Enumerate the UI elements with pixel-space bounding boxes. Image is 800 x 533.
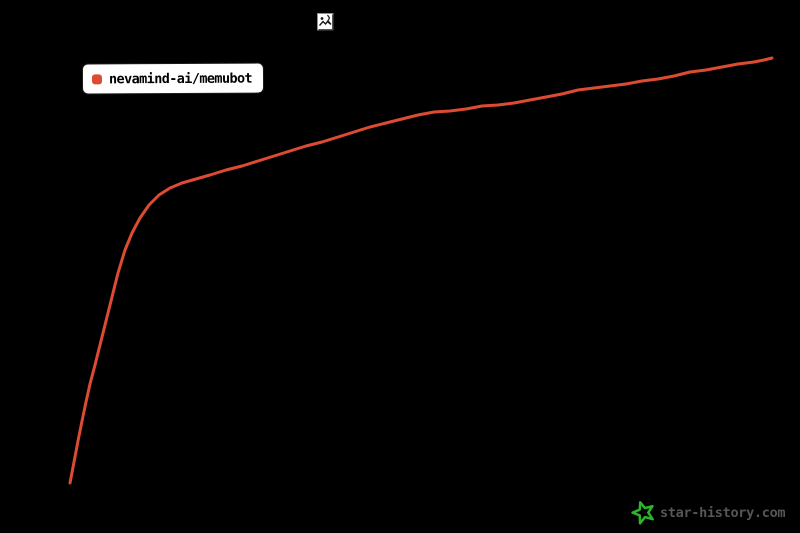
watermark: star-history.com — [630, 499, 786, 526]
star-icon — [631, 501, 654, 525]
watermark-text: star-history.com — [660, 504, 786, 521]
legend[interactable]: nevamind-ai/memubot — [81, 62, 265, 95]
series-line — [68, 56, 774, 485]
legend-marker — [91, 73, 103, 84]
legend-label: nevamind-ai/memubot — [108, 70, 253, 87]
broken-image-icon — [317, 13, 334, 31]
